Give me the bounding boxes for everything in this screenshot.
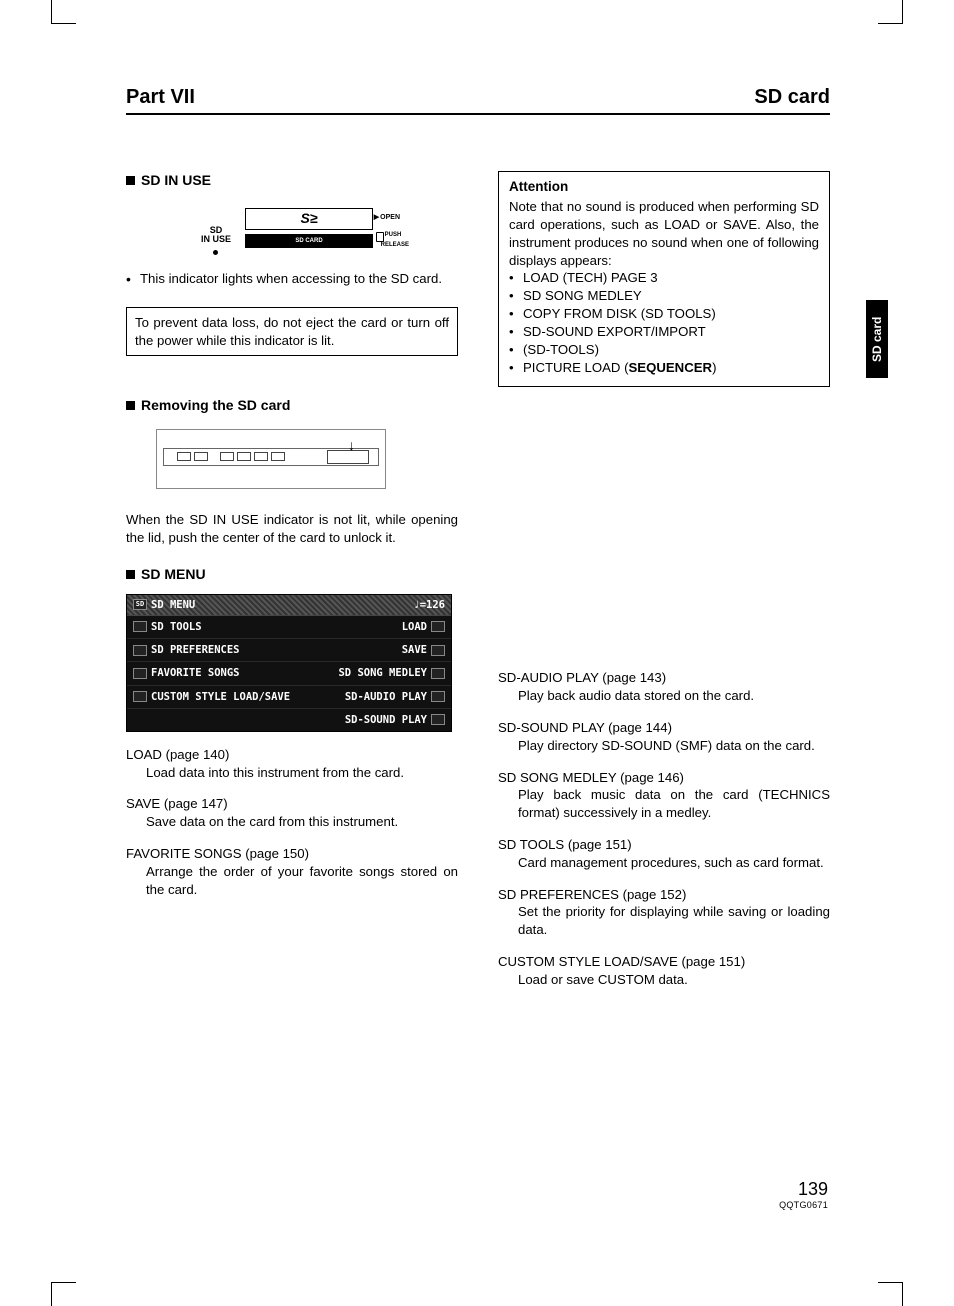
down-arrow-icon: ↓ [348,436,355,455]
page-footer: 139 QQTG0671 [779,1179,828,1210]
page-content: Part VII SD card SD IN USE SDIN USE S≥ O… [126,86,830,1003]
entry-sd-audio-play: SD-AUDIO PLAY (page 143) Play back audio… [498,669,830,705]
sec2-para: When the SD IN USE indicator is not lit,… [126,511,458,547]
entry-sd-preferences: SD PREFERENCES (page 152) Set the priori… [498,886,830,939]
attention-box: Attention Note that no sound is produced… [498,171,830,387]
sec-sd-menu-heading: SD MENU [126,565,458,584]
open-label: OPEN [374,213,400,222]
entry-save: SAVE (page 147) Save data on the card fr… [126,795,458,831]
entry-favorite-songs: FAVORITE SONGS (page 150) Arrange the or… [126,845,458,898]
figure-remove-sd: ↓ [156,429,386,489]
entry-load: LOAD (page 140) Load data into this inst… [126,746,458,782]
fig1-indicator-dot [213,250,218,255]
sec1-note-box: To prevent data loss, do not eject the c… [126,307,458,357]
push-release-label: PUSH RELEASE [376,232,409,248]
fig1-label: SDIN USE [201,226,231,245]
sec-sd-in-use-heading: SD IN USE [126,171,458,190]
sd-card-slot-label: SD CARD [245,234,373,248]
entry-sd-song-medley: SD SONG MEDLEY (page 146) Play back musi… [498,769,830,822]
doc-code: QQTG0671 [779,1200,828,1210]
sd-menu-screenshot: SDSD MENU ♩=126 SD TOOLSLOAD SD PREFEREN… [126,594,452,732]
entry-sd-sound-play: SD-SOUND PLAY (page 144) Play directory … [498,719,830,755]
entry-custom-style: CUSTOM STYLE LOAD/SAVE (page 151) Load o… [498,953,830,989]
page-header: Part VII SD card [126,86,830,115]
header-part: Part VII [126,86,195,109]
page-number: 139 [779,1179,828,1200]
header-section: SD card [754,86,830,109]
sd-logo: S≥ [300,209,317,228]
left-column: SD IN USE SDIN USE S≥ OPEN SD CARD PUSH … [126,171,458,1003]
side-tab: SD card [866,300,888,378]
sec-removing-heading: Removing the SD card [126,396,458,415]
figure-sd-in-use: SDIN USE S≥ OPEN SD CARD PUSH RELEASE [205,208,379,248]
right-column: Attention Note that no sound is produced… [498,171,830,1003]
sec1-bullet: This indicator lights when accessing to … [126,270,458,289]
entry-sd-tools: SD TOOLS (page 151) Card management proc… [498,836,830,872]
